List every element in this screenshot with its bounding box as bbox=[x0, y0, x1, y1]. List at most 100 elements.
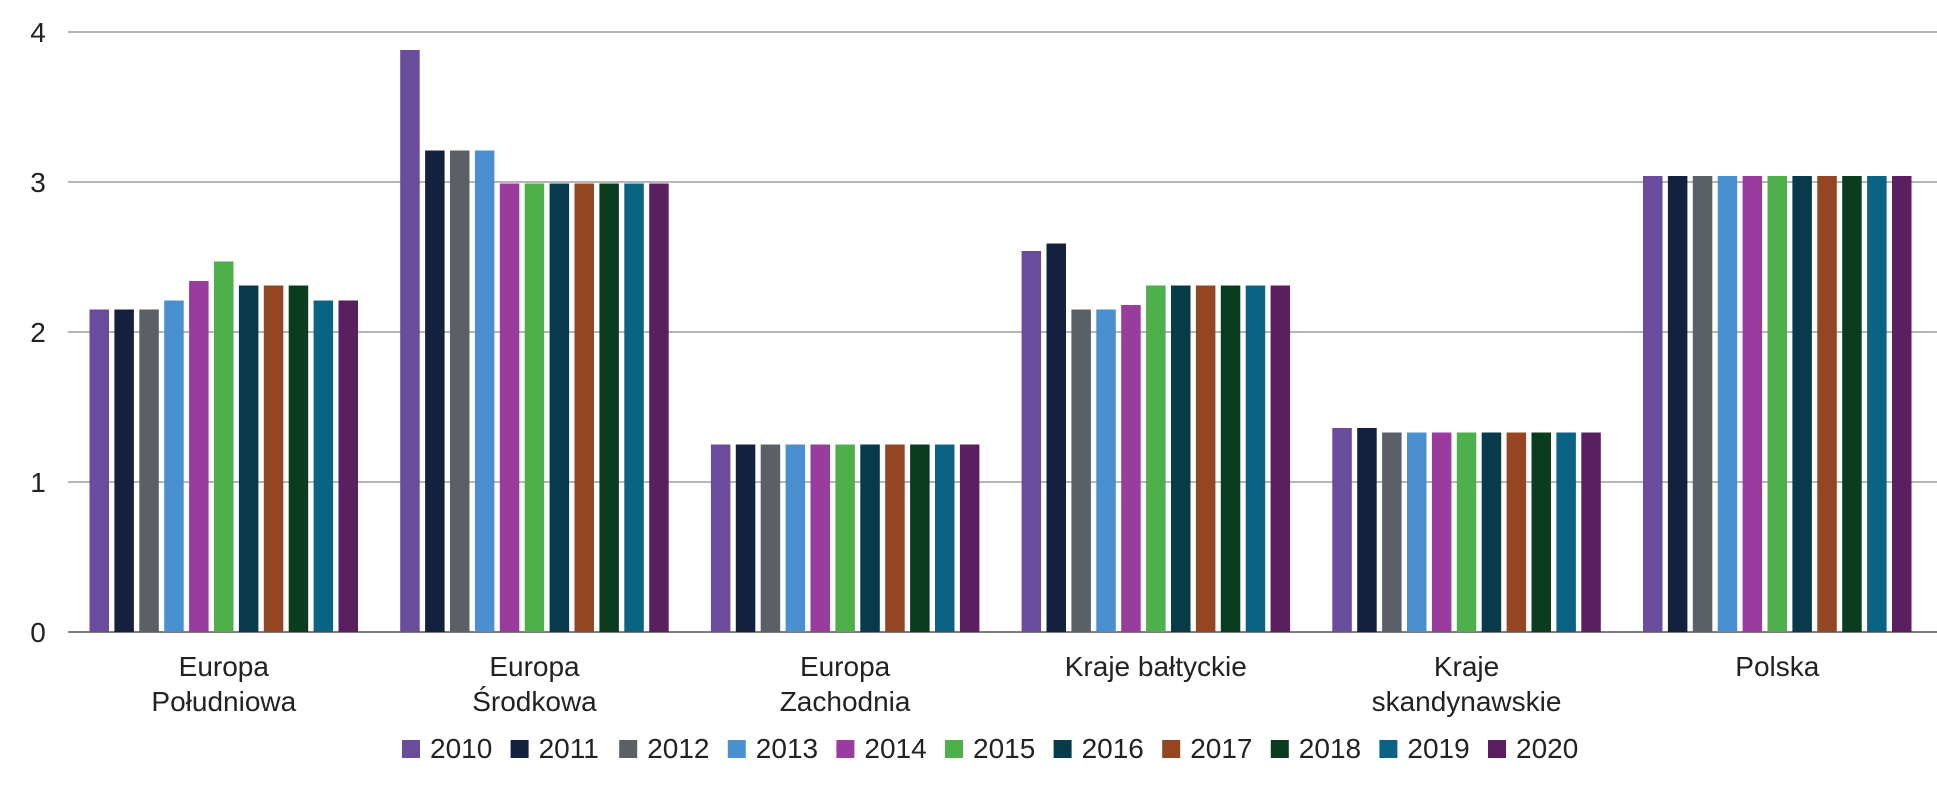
bar-2019-cat-5 bbox=[1867, 176, 1887, 632]
legend-label-2016: 2016 bbox=[1082, 733, 1144, 764]
bar-2020-cat-3 bbox=[1270, 285, 1291, 632]
category-label: Europa Południowa bbox=[151, 651, 296, 717]
legend-label-2015: 2015 bbox=[973, 733, 1035, 764]
category-label-line: Zachodnia bbox=[780, 686, 911, 717]
legend-label-2010: 2010 bbox=[430, 733, 492, 764]
bar-2013-cat-2 bbox=[785, 444, 806, 632]
legend-label-2018: 2018 bbox=[1299, 733, 1361, 764]
bar-2014-cat-2 bbox=[810, 444, 830, 632]
bar-2012-cat-1 bbox=[450, 150, 470, 632]
bar-2011-cat-1 bbox=[425, 150, 445, 632]
bars bbox=[89, 50, 1912, 632]
bar-2014-cat-0 bbox=[189, 281, 209, 632]
bar-2018-cat-0 bbox=[288, 285, 309, 632]
y-tick-label: 0 bbox=[30, 617, 46, 648]
bar-2014-cat-1 bbox=[499, 183, 520, 632]
bar-2016-cat-3 bbox=[1171, 285, 1191, 632]
legend-label-2014: 2014 bbox=[864, 733, 926, 764]
legend-swatch-2011 bbox=[510, 740, 529, 758]
legend-swatch-2020 bbox=[1488, 740, 1506, 758]
legend-swatch-2012 bbox=[619, 740, 638, 758]
bar-2018-cat-2 bbox=[910, 444, 930, 632]
legend-swatch-2014 bbox=[836, 740, 855, 758]
legend-label-2011: 2011 bbox=[539, 733, 599, 764]
bar-2013-cat-3 bbox=[1096, 309, 1116, 632]
bar-2014-cat-4 bbox=[1431, 432, 1452, 632]
bar-2010-cat-3 bbox=[1021, 251, 1042, 632]
bar-2011-cat-2 bbox=[735, 444, 756, 632]
bar-2020-cat-4 bbox=[1581, 432, 1601, 632]
category-label: Europa Zachodnia bbox=[780, 651, 911, 717]
category-label-line: Europa bbox=[800, 651, 891, 682]
bar-2015-cat-4 bbox=[1456, 432, 1477, 632]
bar-2011-cat-5 bbox=[1667, 176, 1688, 632]
legend-swatch-2016 bbox=[1053, 740, 1072, 758]
legend-swatch-2019 bbox=[1379, 740, 1398, 758]
bar-2020-cat-1 bbox=[649, 183, 669, 632]
category-label-line: Południowa bbox=[151, 686, 296, 717]
gridlines bbox=[68, 31, 1937, 633]
y-axis-tick-labels: 0 1 2 3 4 bbox=[30, 17, 46, 648]
legend-label-2019: 2019 bbox=[1407, 733, 1469, 764]
y-tick-label: 4 bbox=[30, 17, 46, 48]
category-label: Europa Środkowa bbox=[472, 651, 597, 717]
legend-label-2012: 2012 bbox=[647, 733, 709, 764]
bar-2019-cat-4 bbox=[1556, 432, 1576, 632]
bar-2015-cat-1 bbox=[524, 183, 545, 632]
bar-2019-cat-2 bbox=[935, 444, 955, 632]
y-tick-label: 1 bbox=[30, 467, 46, 498]
bar-2011-cat-3 bbox=[1046, 243, 1066, 632]
y-tick-label: 3 bbox=[30, 167, 46, 198]
bar-2019-cat-1 bbox=[624, 183, 644, 632]
y-tick-label: 2 bbox=[30, 317, 46, 348]
bar-2017-cat-4 bbox=[1506, 432, 1527, 632]
legend-swatch-2017 bbox=[1162, 740, 1181, 758]
bar-2013-cat-5 bbox=[1717, 176, 1738, 632]
bar-2017-cat-2 bbox=[885, 444, 905, 632]
legend: 2010 2011 2012 2013 2014 2015 2016 2017 2018 2019… bbox=[402, 733, 1578, 764]
legend-swatch-2018 bbox=[1270, 740, 1289, 758]
bar-2017-cat-3 bbox=[1195, 285, 1216, 632]
bar-2020-cat-2 bbox=[959, 444, 980, 632]
bar-2017-cat-0 bbox=[263, 285, 284, 632]
bar-2016-cat-1 bbox=[549, 183, 570, 632]
bar-2011-cat-0 bbox=[114, 309, 134, 632]
category-label: Kraje bałtyckie bbox=[1065, 651, 1247, 682]
bar-2017-cat-5 bbox=[1817, 176, 1837, 632]
legend-label-2017: 2017 bbox=[1190, 733, 1252, 764]
bar-2010-cat-0 bbox=[89, 309, 109, 632]
bar-2020-cat-0 bbox=[338, 300, 358, 632]
bar-2011-cat-4 bbox=[1357, 428, 1377, 632]
bar-2015-cat-5 bbox=[1767, 176, 1787, 632]
category-label: Kraje skandynawskie bbox=[1372, 651, 1562, 717]
bar-2019-cat-0 bbox=[313, 300, 334, 632]
bar-2019-cat-3 bbox=[1245, 285, 1266, 632]
bar-2012-cat-2 bbox=[760, 444, 781, 632]
bar-2013-cat-1 bbox=[474, 150, 495, 632]
category-label-line: Kraje bbox=[1434, 651, 1499, 682]
bar-2018-cat-1 bbox=[599, 183, 619, 632]
bar-2014-cat-5 bbox=[1742, 176, 1763, 632]
category-label-line: Europa bbox=[489, 651, 580, 682]
bar-2010-cat-1 bbox=[400, 50, 420, 632]
legend-label-2013: 2013 bbox=[756, 733, 818, 764]
bar-2016-cat-0 bbox=[238, 285, 259, 632]
category-label: Polska bbox=[1735, 651, 1819, 682]
bar-2016-cat-5 bbox=[1792, 176, 1812, 632]
bar-2012-cat-5 bbox=[1692, 176, 1713, 632]
bar-2018-cat-3 bbox=[1220, 285, 1241, 632]
category-label-line: Europa bbox=[179, 651, 270, 682]
bar-2017-cat-1 bbox=[574, 183, 594, 632]
legend-label-2020: 2020 bbox=[1516, 733, 1578, 764]
category-label-line: Kraje bałtyckie bbox=[1065, 651, 1247, 682]
bar-2015-cat-3 bbox=[1146, 285, 1166, 632]
bar-2010-cat-4 bbox=[1332, 428, 1352, 632]
legend-swatch-2010 bbox=[402, 740, 420, 758]
bar-2014-cat-3 bbox=[1121, 305, 1141, 632]
bar-2013-cat-0 bbox=[164, 300, 184, 632]
legend-swatch-2013 bbox=[727, 740, 746, 758]
category-label-line: Środkowa bbox=[472, 685, 597, 717]
bar-2016-cat-4 bbox=[1481, 432, 1502, 632]
